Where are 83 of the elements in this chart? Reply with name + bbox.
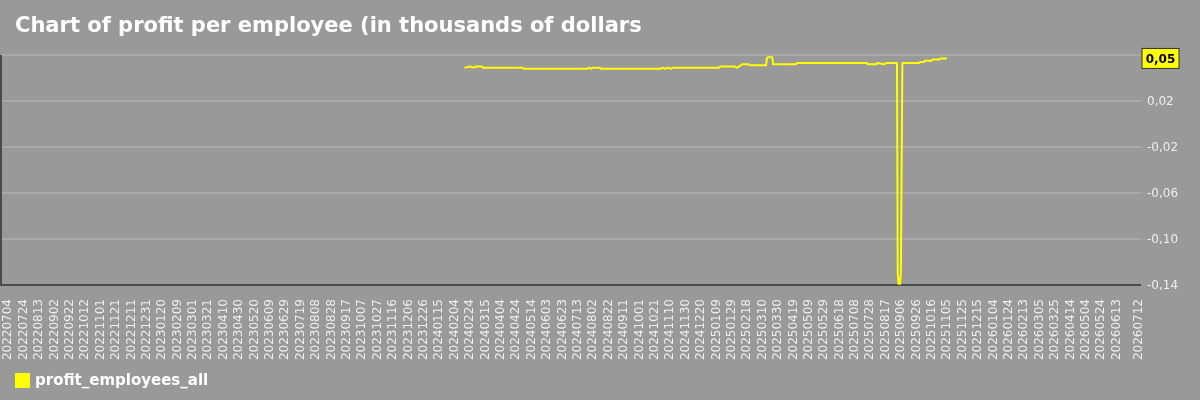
x-tick-label: 20231116 (385, 299, 400, 361)
x-tick-label: 20241001 (631, 299, 646, 361)
x-tick-label: 20251105 (939, 299, 954, 361)
x-tick-label: 20230120 (154, 299, 169, 361)
x-tick-label: 20240802 (585, 299, 600, 361)
x-tick-label: 20260325 (1047, 299, 1062, 361)
x-tick-label: 20250109 (708, 299, 723, 361)
x-tick-label: 20250708 (847, 299, 862, 361)
x-tick-label: 20231007 (354, 299, 369, 361)
x-tick-label: 20221101 (92, 299, 107, 361)
x-tick-label: 20260124 (1001, 299, 1016, 361)
x-tick-label: 20220724 (15, 299, 30, 361)
x-tick-label: 20250419 (785, 299, 800, 361)
x-tick-label: 20220813 (31, 299, 46, 361)
x-tick-label: 20230301 (185, 299, 200, 361)
x-tick-label: 20240115 (431, 299, 446, 361)
x-tick-label: 20240424 (508, 299, 523, 361)
annotation: 0,05 (1145, 51, 1176, 66)
x-tick-label: 20250529 (816, 299, 831, 361)
x-tick-label: 20221121 (108, 299, 123, 361)
x-tick-label: 20251125 (954, 299, 969, 361)
x-tick-label: 20230917 (339, 299, 354, 361)
x-tick-label: 20221211 (123, 299, 138, 361)
x-tick-label: 20260305 (1031, 299, 1046, 361)
y-tick-label: -0,10 (1147, 232, 1179, 247)
y-tick-label: 0,02 (1147, 94, 1174, 109)
x-tick-label: 20250129 (723, 299, 738, 361)
x-tick-label: 20231226 (416, 299, 431, 361)
x-tick-label: 20220902 (46, 299, 61, 361)
x-tick-label: 20240404 (493, 299, 507, 361)
legend-label: profit_employees_all (35, 371, 209, 390)
line-series (464, 56, 948, 285)
x-tick-label: 20221231 (138, 299, 153, 361)
x-tick-label: 20260613 (1108, 299, 1123, 361)
x-tick-label: 20230321 (200, 299, 215, 361)
x-tick-label: 20250310 (754, 299, 769, 361)
x-tick-label: 20230410 (215, 299, 230, 361)
x-tick-label: 20230808 (308, 299, 323, 361)
x-tick-label: 20240224 (462, 299, 477, 361)
x-tick-label: 20250728 (862, 299, 877, 361)
x-tick-label: 20241130 (677, 299, 692, 361)
x-tick-label: 20240204 (446, 299, 461, 361)
x-tick-label: 20230209 (169, 299, 184, 361)
y-tick-label: -0,14 (1147, 278, 1179, 293)
y-tick-label: -0,06 (1147, 186, 1179, 201)
x-tick-label: 20241021 (646, 299, 661, 361)
x-tick-label: 20240603 (539, 299, 554, 361)
x-tick-label: 20220922 (61, 299, 76, 361)
y-tick-label: -0,02 (1147, 140, 1179, 155)
x-tick-label: 20240514 (523, 299, 538, 361)
x-tick-label: 20231206 (400, 299, 415, 361)
x-tick-label: 20260524 (1093, 299, 1108, 361)
x-tick-label: 20230828 (323, 299, 338, 361)
x-tick-label: 20260414 (1062, 299, 1077, 361)
x-tick-label: 20260104 (985, 299, 1000, 361)
x-tick-label: 20240713 (569, 299, 584, 361)
x-tick-label: 20221012 (77, 299, 92, 361)
x-tick-label: 20241110 (662, 299, 677, 361)
chart-title: Chart of profit per employee (in thousands of dollars (15, 13, 642, 37)
x-tick-label: 20230719 (292, 299, 307, 361)
x-tick-label: 20260504 (1078, 299, 1093, 361)
x-tick-label: 20240315 (477, 299, 492, 361)
x-tick-label: 20230430 (231, 299, 246, 361)
x-tick-label: 20241220 (693, 299, 708, 361)
x-tick-label: 20231027 (369, 299, 384, 361)
x-tick-label: 20251215 (970, 299, 985, 361)
x-tick-label: 20220704 (0, 299, 15, 361)
x-tick-label: 20250218 (739, 299, 754, 361)
x-tick-label: 20250330 (770, 299, 785, 361)
x-tick-label: 20230609 (262, 299, 277, 361)
x-tick-label: 20251016 (924, 299, 939, 361)
x-tick-label: 20250509 (800, 299, 815, 361)
x-tick-label: 20240623 (554, 299, 569, 361)
x-tick-label: 20250906 (893, 299, 908, 361)
x-tick-label: 20250926 (908, 299, 923, 361)
x-tick-label: 20230629 (277, 299, 292, 361)
x-tick-label: 20260712 (1131, 299, 1146, 361)
x-tick-label: 20250817 (877, 299, 892, 361)
x-tick-label: 20230520 (246, 299, 261, 361)
x-tick-label: 20240911 (616, 299, 631, 361)
x-tick-label: 20250618 (831, 299, 846, 361)
x-tick-label: 20240822 (600, 299, 615, 361)
x-tick-label: 20260213 (1016, 299, 1031, 361)
